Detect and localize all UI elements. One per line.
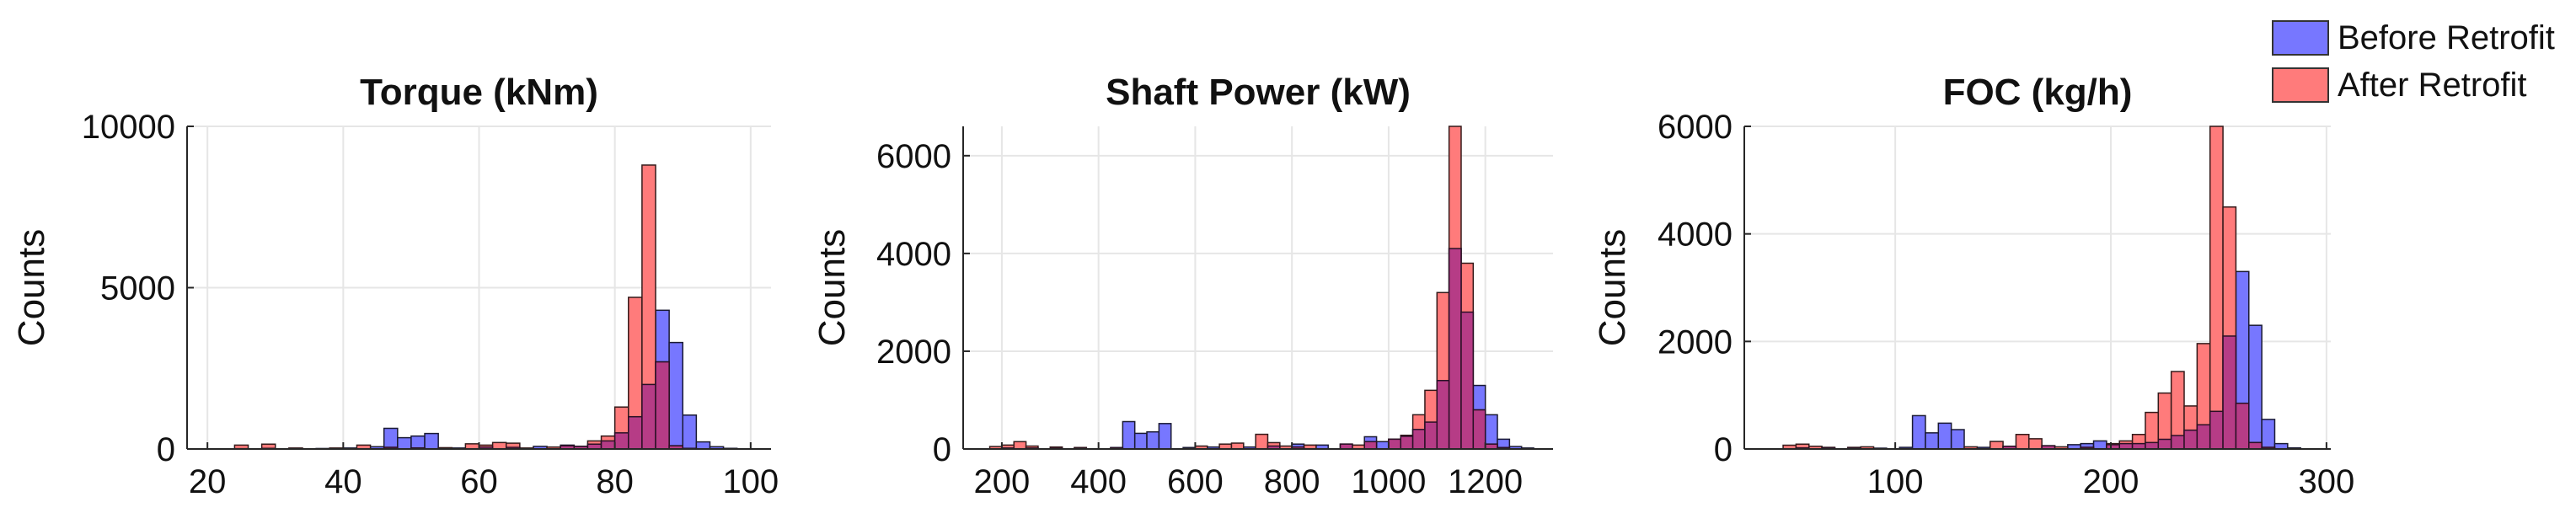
bars-overlap: [233, 361, 698, 450]
y-tick-label: 2000: [876, 334, 951, 371]
x-tick-label: 60: [460, 463, 498, 500]
bars-overlap: [1001, 248, 1511, 450]
x-tick-label: 800: [1264, 463, 1320, 500]
bar-before: [668, 341, 683, 450]
x-tick-label: 600: [1167, 463, 1224, 500]
bar-before: [1950, 429, 1965, 450]
chart-2: 200 400 600 800 1000 1200 0 2000 4000 6000 Shaft P…: [811, 72, 1553, 500]
bar-before: [383, 427, 399, 450]
bar-overlap: [1448, 248, 1462, 450]
bar-before: [2092, 440, 2107, 450]
legend-item-after: After Retrofit: [2272, 64, 2570, 106]
bar-overlap: [1400, 436, 1414, 450]
x-tick-label: 200: [974, 463, 1031, 500]
legend-label-before: Before Retrofit: [2338, 19, 2555, 56]
bar-after: [2209, 126, 2224, 450]
y-tick-label: 6000: [876, 138, 951, 175]
bar-overlap: [613, 432, 629, 450]
bar-before: [424, 432, 439, 450]
x-tick-label: 100: [1867, 463, 1924, 500]
bar-before: [2248, 324, 2263, 450]
bar-after: [1989, 441, 2004, 450]
legend: Before Retrofit After Retrofit: [2272, 15, 2570, 110]
chart-3: 100 200 300 0 2000 4000 6000 FOC (kg/h) Counts: [1592, 72, 2354, 500]
chart-title: Torque (kNm): [360, 72, 598, 113]
legend-item-before: Before Retrofit: [2272, 17, 2570, 59]
bars-after-retrofit: [233, 164, 698, 450]
bar-before: [2261, 419, 2276, 450]
y-tick-label: 0: [157, 431, 175, 468]
bar-before: [1937, 422, 1952, 450]
x-tick-label: 200: [2083, 463, 2140, 500]
bars-after-retrofit: [988, 126, 1511, 450]
bar-overlap: [1472, 409, 1486, 450]
x-tick-label: 400: [1070, 463, 1127, 500]
y-axis-label: Counts: [1592, 229, 1633, 346]
y-axis-label: Counts: [811, 229, 853, 346]
bar-before: [1133, 432, 1148, 450]
chart-1: 20 40 60 80 100 0 5000 10000 Torque (kNm) Counts: [11, 72, 779, 500]
bar-after: [491, 441, 507, 450]
legend-swatch-before: [2272, 20, 2329, 56]
bar-overlap: [1460, 311, 1475, 450]
bar-overlap: [2222, 335, 2237, 450]
bar-before: [682, 414, 698, 450]
bar-overlap: [2145, 441, 2160, 450]
bar-overlap: [2157, 438, 2172, 450]
bar-overlap: [2196, 424, 2211, 450]
bar-before: [1158, 423, 1172, 450]
x-tick-label: 80: [596, 463, 634, 500]
bar-overlap: [641, 383, 656, 450]
bar-overlap: [2183, 429, 2198, 450]
chart-title: FOC (kg/h): [1943, 72, 2133, 113]
bar-overlap: [1424, 421, 1438, 450]
x-tick-label: 40: [324, 463, 362, 500]
chart-title: Shaft Power (kW): [1106, 72, 1411, 113]
legend-label-after: After Retrofit: [2338, 67, 2527, 104]
bar-overlap: [1436, 380, 1450, 450]
legend-swatch-after: [2272, 67, 2329, 103]
bar-overlap: [600, 440, 616, 450]
y-tick-label: 6000: [1658, 109, 1733, 146]
bar-overlap: [2209, 410, 2224, 450]
bar-after: [2015, 434, 2030, 450]
bar-before: [1375, 441, 1390, 450]
y-axis-label: Counts: [11, 229, 52, 346]
bar-before: [1146, 430, 1160, 450]
y-tick-label: 2000: [1658, 323, 1733, 361]
y-tick-label: 4000: [1658, 216, 1733, 254]
bar-before: [397, 436, 412, 450]
x-tick-label: 20: [189, 463, 227, 500]
x-tick-label: 100: [722, 463, 779, 500]
bar-before: [1925, 432, 1940, 450]
bar-after: [2028, 438, 2043, 450]
y-tick-label: 10000: [82, 109, 175, 146]
bar-overlap: [2170, 435, 2185, 450]
bars-after-retrofit: [1782, 126, 2276, 450]
y-tick-label: 0: [933, 431, 951, 468]
bar-overlap: [628, 415, 643, 450]
x-tick-label: 1000: [1351, 463, 1426, 500]
grid: [187, 126, 771, 450]
y-tick-label: 4000: [876, 236, 951, 273]
bar-before: [410, 435, 426, 450]
x-tick-label: 300: [2299, 463, 2355, 500]
bar-after: [1230, 442, 1245, 450]
bar-after: [1255, 433, 1269, 450]
bar-overlap: [1411, 429, 1426, 450]
y-tick-label: 0: [1714, 431, 1733, 468]
bar-after: [1013, 441, 1027, 450]
bar-overlap: [1388, 438, 1402, 450]
y-tick-label: 5000: [100, 270, 175, 307]
bar-before: [1122, 420, 1136, 450]
bar-overlap: [2248, 441, 2263, 450]
bar-overlap: [655, 361, 670, 450]
bar-overlap: [1363, 441, 1378, 450]
x-tick-label: 1200: [1448, 463, 1523, 500]
bar-overlap: [2235, 402, 2250, 450]
bar-before: [695, 441, 711, 450]
bar-before: [1911, 414, 1926, 450]
